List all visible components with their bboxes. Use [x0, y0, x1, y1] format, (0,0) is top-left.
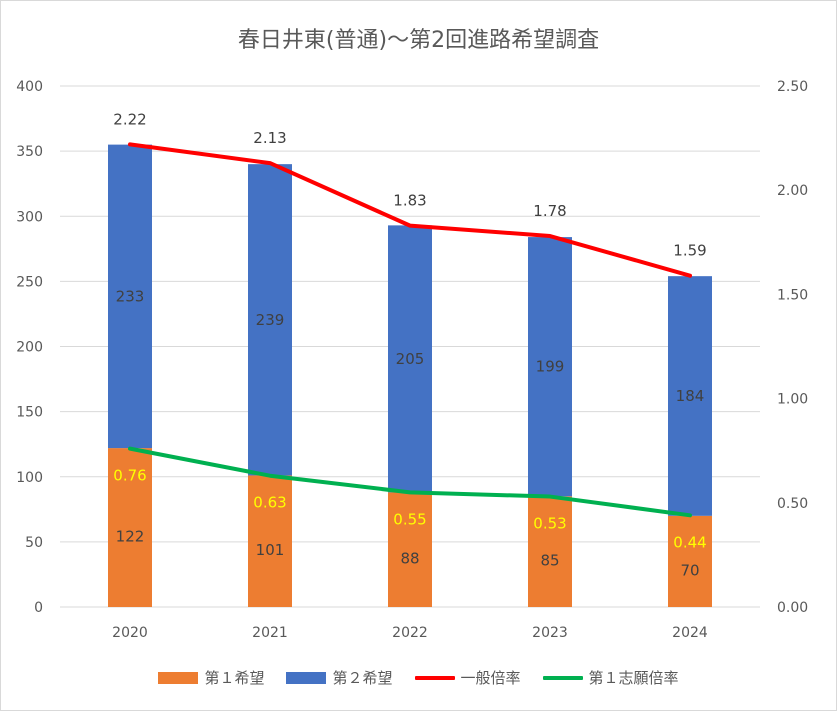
legend-label-general-ratio: 一般倍率 [460, 669, 521, 687]
y-left-tick-label: 350 [16, 144, 43, 160]
bar-second-choice [248, 164, 292, 476]
line-label-first-ratio: 0.55 [393, 510, 426, 528]
bar-second-choice [388, 225, 432, 493]
bar-label-first-choice: 88 [400, 550, 419, 568]
bar-label-first-choice: 70 [680, 561, 699, 579]
legend-item-second-choice: 第２希望 [286, 667, 393, 688]
legend-swatch-second-choice [286, 671, 327, 684]
y-left-tick-label: 150 [16, 405, 43, 421]
legend-item-first-ratio: 第１志願倍率 [542, 667, 679, 688]
legend-label-first-choice: 第１希望 [204, 669, 265, 687]
x-tick-label: 2022 [392, 625, 428, 641]
y-left-tick-label: 400 [16, 79, 43, 95]
y-right-tick-label: 0.50 [777, 496, 808, 512]
y-left-tick-label: 50 [25, 535, 43, 551]
bar-second-choice [668, 276, 712, 516]
bar-label-second-choice: 184 [676, 387, 705, 405]
y-left-tick-label: 200 [16, 340, 43, 356]
y-left-tick-label: 300 [16, 209, 43, 225]
line-label-general-ratio: 1.78 [533, 202, 566, 220]
bar-label-first-choice: 85 [540, 552, 559, 570]
bar-first-choice [388, 492, 432, 607]
bar-label-second-choice: 199 [536, 358, 565, 376]
line-label-first-ratio: 0.44 [673, 533, 706, 551]
legend-swatch-general-ratio [414, 675, 455, 680]
legend: 第１希望 第２希望 一般倍率 第１志願倍率 [0, 667, 837, 688]
line-label-general-ratio: 1.59 [673, 242, 706, 260]
bar-label-first-choice: 101 [256, 541, 285, 559]
bar-second-choice [108, 144, 152, 449]
line-label-first-ratio: 0.76 [113, 467, 146, 485]
bar-first-choice [668, 515, 712, 607]
legend-swatch-first-choice [158, 671, 199, 684]
bar-label-second-choice: 233 [116, 287, 145, 305]
line-label-general-ratio: 2.13 [253, 129, 286, 147]
bar-label-second-choice: 239 [256, 311, 285, 329]
x-tick-label: 2024 [672, 625, 708, 641]
legend-item-general-ratio: 一般倍率 [414, 667, 521, 688]
bar-label-second-choice: 205 [396, 350, 425, 368]
y-left-tick-label: 100 [16, 470, 43, 486]
bar-label-first-choice: 122 [116, 528, 145, 546]
y-right-tick-label: 2.00 [777, 183, 808, 199]
bar-first-choice [528, 496, 572, 607]
line-first-ratio [128, 446, 692, 518]
legend-swatch-first-ratio [542, 675, 583, 680]
bar-first-choice [108, 448, 152, 607]
y-left-tick-label: 0 [34, 600, 43, 616]
chart-title: 春日井東(普通)～第2回進路希望調査 [237, 28, 600, 53]
legend-label-second-choice: 第２希望 [332, 669, 393, 687]
y-left-tick-label: 250 [16, 274, 43, 290]
y-right-tick-label: 1.50 [777, 287, 808, 303]
x-tick-label: 2023 [532, 625, 568, 641]
y-right-tick-label: 1.00 [777, 392, 808, 408]
bar-first-choice [248, 475, 292, 607]
y-right-tick-label: 2.50 [777, 79, 808, 95]
y-right-tick-label: 0.00 [777, 600, 808, 616]
line-label-first-ratio: 0.63 [253, 494, 286, 512]
bar-second-choice [528, 237, 572, 497]
line-general-ratio [128, 142, 692, 278]
line-label-general-ratio: 2.22 [113, 110, 146, 128]
x-tick-label: 2021 [252, 625, 288, 641]
line-label-first-ratio: 0.53 [533, 515, 566, 533]
line-label-general-ratio: 1.83 [393, 192, 426, 210]
legend-label-first-ratio: 第１志願倍率 [588, 669, 679, 687]
legend-item-first-choice: 第１希望 [158, 667, 264, 688]
x-tick-label: 2020 [112, 625, 148, 641]
